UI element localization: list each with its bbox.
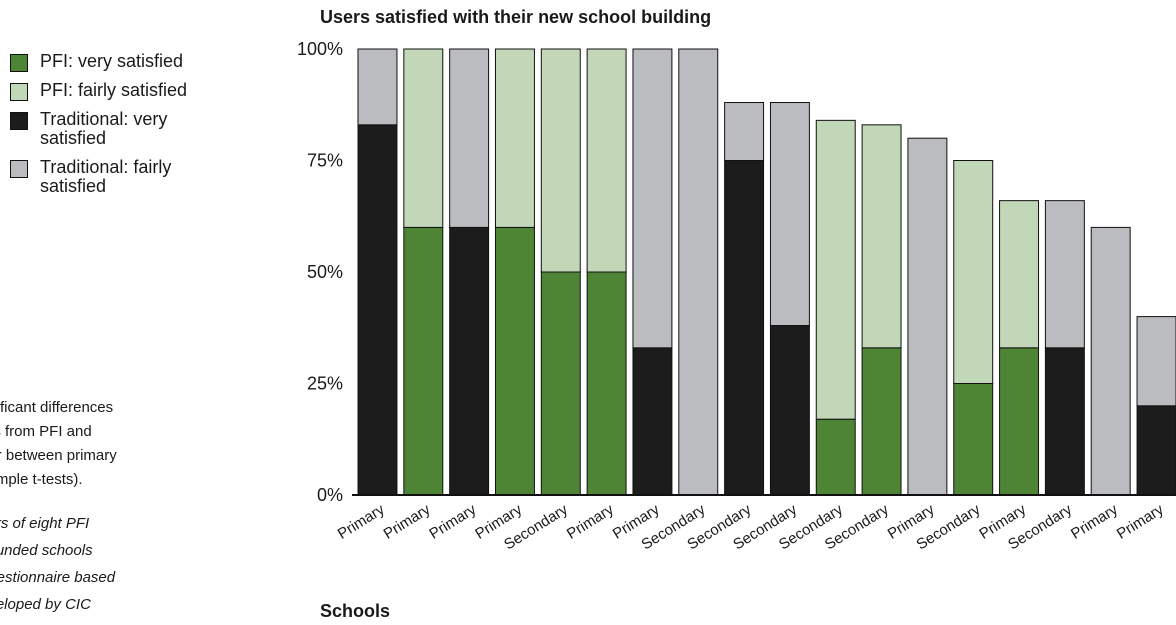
legend-label: Traditional: fairly satisfied bbox=[40, 157, 172, 196]
bar-segment-very-satisfied bbox=[449, 226, 490, 496]
bar-segment-fairly-satisfied bbox=[861, 124, 902, 349]
bar-segment-fairly-satisfied bbox=[953, 160, 994, 384]
bar-segment-fairly-satisfied bbox=[403, 48, 444, 228]
y-tick-label: 100% bbox=[297, 39, 343, 59]
bar-segment-very-satisfied bbox=[540, 271, 581, 496]
bar-segment-very-satisfied bbox=[953, 383, 994, 496]
bar-segment-very-satisfied bbox=[1136, 405, 1176, 496]
legend-swatch bbox=[10, 160, 28, 178]
y-tick-label: 75% bbox=[307, 151, 343, 171]
x-tick-label: Primary bbox=[381, 501, 434, 543]
bar-segment-very-satisfied bbox=[403, 226, 444, 496]
bar-segment-fairly-satisfied bbox=[449, 48, 490, 228]
legend-item: PFI: fairly satisfied bbox=[10, 80, 220, 101]
legend-swatch bbox=[10, 112, 28, 130]
bar-segment-fairly-satisfied bbox=[815, 119, 856, 420]
note-line: sample t-tests). bbox=[0, 471, 83, 488]
bar-segment-fairly-satisfied bbox=[999, 200, 1040, 349]
x-tick-label: Primary bbox=[1068, 501, 1121, 543]
legend-label: PFI: very satisfied bbox=[40, 51, 184, 71]
bar-segment-fairly-satisfied bbox=[632, 48, 673, 349]
x-tick-label: Primary bbox=[1114, 501, 1167, 543]
bar-segment-very-satisfied bbox=[999, 347, 1040, 496]
bar-segment-very-satisfied bbox=[632, 347, 673, 496]
bar-segment-fairly-satisfied bbox=[678, 48, 719, 496]
y-tick-label: 25% bbox=[307, 374, 343, 394]
source-note: sers of eight PFI y funded schools questio… bbox=[0, 510, 190, 618]
x-tick-label: Primary bbox=[335, 501, 388, 543]
x-axis-title: Schools bbox=[320, 601, 391, 621]
bar-segment-very-satisfied bbox=[586, 271, 627, 496]
legend-swatch bbox=[10, 83, 28, 101]
bar-segment-fairly-satisfied bbox=[357, 48, 398, 126]
bar-segment-fairly-satisfied bbox=[907, 137, 948, 496]
legend-swatch bbox=[10, 54, 28, 72]
y-tick-label: 0% bbox=[317, 485, 343, 505]
bar-segment-very-satisfied bbox=[815, 418, 856, 496]
bar-segment-very-satisfied bbox=[494, 226, 535, 496]
bar-segment-fairly-satisfied bbox=[494, 48, 535, 228]
x-tick-label: Primary bbox=[426, 501, 479, 543]
bar-segment-very-satisfied bbox=[769, 325, 810, 496]
bar-segment-fairly-satisfied bbox=[724, 102, 765, 161]
legend-item: PFI: very satisfied bbox=[10, 51, 220, 72]
bar-segment-very-satisfied bbox=[357, 124, 398, 496]
legend-item: Traditional: fairly satisfied bbox=[10, 158, 220, 196]
note-line: nor between primary bbox=[0, 447, 117, 464]
footnote-text: gnificant differences ers from PFI and nor… bbox=[0, 396, 190, 492]
note-line: gnificant differences bbox=[0, 399, 114, 416]
legend-label: PFI: fairly satisfied bbox=[40, 80, 188, 100]
bar-segment-fairly-satisfied bbox=[586, 48, 627, 273]
note-line: questionnaire based bbox=[0, 569, 116, 586]
legend: PFI: very satisfied PFI: fairly satisfied… bbox=[10, 52, 220, 206]
bar-segment-fairly-satisfied bbox=[1136, 316, 1176, 407]
bar-segment-very-satisfied bbox=[861, 347, 902, 496]
note-line: eveloped by CIC bbox=[0, 596, 91, 613]
y-tick-label: 50% bbox=[307, 262, 343, 282]
bar-segment-very-satisfied bbox=[1044, 347, 1085, 496]
x-tick-label: Primary bbox=[564, 501, 617, 543]
note-line: y funded schools bbox=[0, 542, 93, 559]
note-line: ers from PFI and bbox=[0, 423, 92, 440]
chart-title: Users satisfied with their new school bu… bbox=[320, 7, 712, 27]
bar-segment-fairly-satisfied bbox=[1090, 226, 1131, 496]
bar-segment-fairly-satisfied bbox=[540, 48, 581, 273]
bar-segment-very-satisfied bbox=[724, 160, 765, 496]
bar-segment-fairly-satisfied bbox=[1044, 200, 1085, 349]
note-line: sers of eight PFI bbox=[0, 515, 90, 532]
bar-segment-fairly-satisfied bbox=[769, 102, 810, 327]
legend-label: Traditional: very satisfied bbox=[40, 109, 168, 148]
legend-item: Traditional: very satisfied bbox=[10, 110, 220, 148]
